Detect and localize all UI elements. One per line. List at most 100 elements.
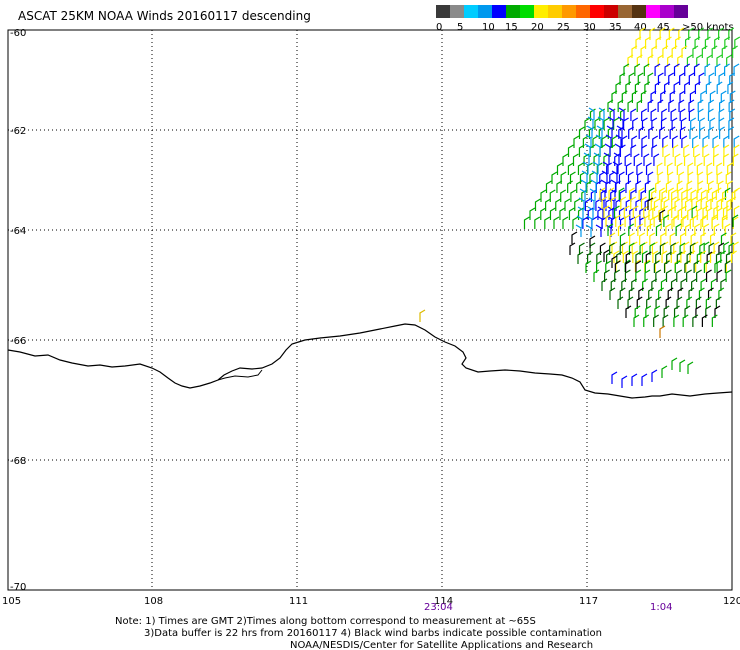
wind-barb (695, 198, 702, 211)
wind-barb (710, 196, 717, 209)
wind-barb (618, 171, 625, 184)
wind-barb (634, 305, 641, 318)
wind-barb (713, 205, 720, 218)
wind-barb (603, 205, 610, 218)
wind-barb (732, 45, 738, 58)
wind-barb (637, 171, 643, 184)
wind-barb (570, 189, 577, 202)
wind-barb (586, 125, 593, 138)
wind-barb (419, 309, 426, 322)
wind-barb (713, 223, 720, 236)
wind-barb (660, 117, 667, 130)
wind-barb (723, 241, 730, 254)
wind-barb (705, 305, 712, 318)
legend-swatch (562, 5, 576, 18)
wind-barb (683, 153, 690, 166)
wind-barb (622, 250, 629, 263)
wind-barb (608, 197, 615, 210)
wind-barb (729, 72, 736, 85)
time-label: 23:04 (424, 602, 453, 613)
wind-barb (660, 278, 667, 291)
wind-barb (609, 287, 616, 300)
wind-barb (663, 260, 670, 273)
wind-barb (590, 179, 597, 192)
wind-barb (618, 187, 625, 200)
wind-barb (630, 108, 637, 121)
wind-barb (705, 81, 712, 94)
wind-barb (697, 180, 704, 193)
wind-barb (687, 171, 694, 184)
legend-label: 0 (436, 22, 442, 33)
wind-barb (593, 152, 600, 165)
wind-barb (606, 162, 612, 175)
wind-barb (673, 241, 680, 254)
wind-barb (579, 188, 586, 201)
wind-barb (716, 171, 723, 184)
wind-barb (673, 305, 680, 318)
legend-label: 20 (531, 22, 544, 33)
wind-barb (644, 214, 651, 227)
wind-barb (576, 180, 583, 193)
wind-barb (581, 170, 588, 183)
wind-barb (667, 171, 674, 184)
legend-swatch (576, 5, 590, 18)
wind-barb (680, 216, 687, 229)
legend-swatch (660, 5, 674, 18)
wind-barb (724, 260, 731, 273)
wind-barb (671, 117, 678, 130)
wind-barb (572, 153, 579, 166)
wind-barb (616, 162, 623, 175)
wind-barb (627, 99, 634, 112)
wind-barb (647, 99, 654, 112)
wind-barb (718, 108, 725, 121)
wind-barb (611, 170, 618, 183)
wind-barb (583, 152, 590, 165)
lat-tick-label: -68 (10, 456, 26, 467)
wind-barb (564, 198, 571, 211)
wind-barb (669, 126, 676, 139)
wind-barb (700, 250, 707, 263)
wind-barb (615, 214, 622, 227)
wind-barb (644, 269, 651, 282)
wind-barb (665, 269, 672, 282)
wind-barb (664, 81, 670, 94)
wind-barb (562, 153, 569, 166)
wind-barb (694, 223, 701, 236)
wind-barb (673, 81, 680, 94)
wind-barb (604, 143, 611, 156)
wind-barb (698, 72, 705, 85)
wind-barb (621, 90, 628, 103)
wind-barb (688, 99, 695, 112)
legend-swatch (492, 5, 506, 18)
wind-barb (627, 296, 634, 309)
lat-tick-label: -64 (10, 226, 26, 237)
wind-barb (676, 162, 683, 175)
wind-barb (625, 305, 632, 318)
wind-barb (688, 27, 695, 40)
wind-barb (672, 135, 678, 148)
wind-barb (641, 108, 647, 121)
wind-barb (664, 153, 671, 166)
legend-swatch (604, 5, 618, 18)
wind-barb (695, 305, 702, 318)
wind-barb (721, 45, 728, 58)
wind-barb (585, 260, 592, 273)
wind-barb (670, 250, 677, 263)
wind-barb (631, 135, 638, 148)
wind-barb (603, 249, 610, 262)
wind-barb (580, 179, 587, 192)
wind-barb (544, 216, 551, 229)
wind-barb (621, 278, 628, 291)
wind-barb (611, 255, 618, 268)
wind-barb (592, 135, 599, 148)
wind-barb (627, 171, 634, 184)
legend-label: 25 (557, 22, 570, 33)
wind-barb (718, 72, 725, 85)
wind-barb (662, 205, 669, 218)
wind-barb (601, 170, 608, 183)
wind-barb (596, 251, 603, 264)
wind-barb (671, 196, 678, 209)
wind-barb (671, 205, 678, 218)
wind-barb (681, 45, 688, 58)
wind-barb (613, 152, 620, 165)
